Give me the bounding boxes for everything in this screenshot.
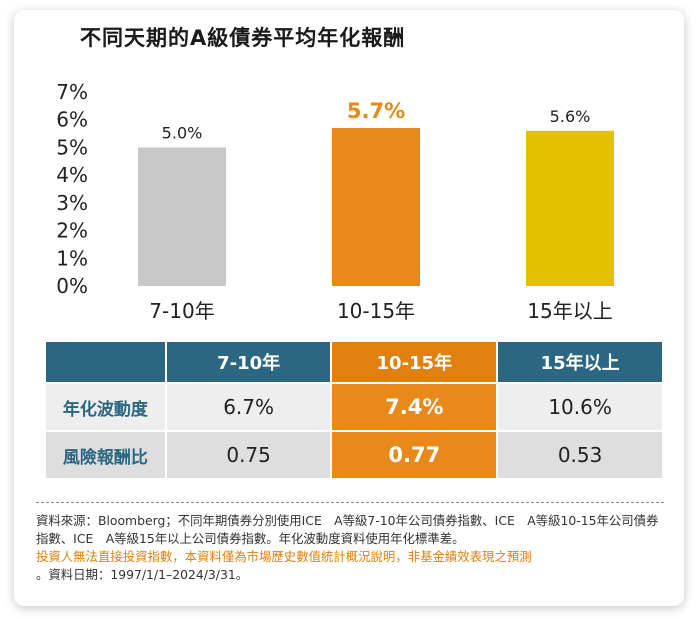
y-tick-label: 7% <box>56 80 88 104</box>
footnotes: 資料來源：Bloomberg；不同年期債券分別使用ICE A等級7-10年公司債… <box>36 512 668 584</box>
data-label: 5.6% <box>550 107 591 126</box>
y-tick-label: 6% <box>56 108 88 132</box>
cell-risk-return-10-15: 0.77 <box>332 430 499 478</box>
y-axis-ticks: 0% 1% 2% 3% 4% 5% 6% 7% <box>56 80 88 298</box>
bars <box>138 128 614 286</box>
y-tick-label: 3% <box>56 191 88 215</box>
table-header-15plus: 15年以上 <box>498 342 662 382</box>
bar-7-10年 <box>138 147 226 286</box>
date-note: 。資料日期：1997/1/1–2024/3/31。 <box>36 567 249 582</box>
y-tick-label: 4% <box>56 163 88 187</box>
bar-chart: 0% 1% 2% 3% 4% 5% 6% 7% 5.0% 5.7% 5.6% 7-10年 10-15… <box>56 80 614 323</box>
bar-10-15年 <box>332 128 420 286</box>
y-tick-label: 1% <box>56 246 88 270</box>
data-label: 5.0% <box>162 123 203 142</box>
x-category-label: 7-10年 <box>149 299 214 323</box>
row-label-risk-return: 風險報酬比 <box>46 430 167 478</box>
x-category-label: 15年以上 <box>527 299 612 323</box>
table-header-10-15: 10-15年 <box>332 342 499 382</box>
notes-divider <box>36 502 664 503</box>
cell-risk-return-15plus: 0.53 <box>498 430 662 478</box>
cell-risk-return-7-10: 0.75 <box>166 430 333 478</box>
table-row: 年化波動度 6.7% 7.4% 10.6% <box>46 382 662 430</box>
chart-card <box>14 10 684 606</box>
source-note: 資料來源：Bloomberg；不同年期債券分別使用ICE A等級7-10年公司債… <box>36 513 659 546</box>
data-labels: 5.0% 5.7% 5.6% <box>162 99 591 142</box>
table-row: 風險報酬比 0.75 0.77 0.53 <box>46 430 662 478</box>
bar-15年以上 <box>526 130 614 286</box>
y-tick-label: 0% <box>56 274 88 298</box>
cell-volatility-10-15: 7.4% <box>332 382 499 430</box>
table-header-7-10: 7-10年 <box>166 342 333 382</box>
y-tick-label: 5% <box>56 135 88 159</box>
data-label: 5.7% <box>347 99 405 123</box>
disclaimer-note: 投資人無法直接投資指數，本資料僅為市場歷史數值統計概況說明，非基金績效表現之預測 <box>36 549 532 564</box>
x-axis-categories: 7-10年 10-15年 15年以上 <box>149 299 612 323</box>
x-category-label: 10-15年 <box>337 299 415 323</box>
table-header-row: 7-10年 10-15年 15年以上 <box>46 342 662 382</box>
cell-volatility-15plus: 10.6% <box>498 382 662 430</box>
chart-title: 不同天期的A級債券平均年化報酬 <box>80 26 406 50</box>
stats-table: 7-10年 10-15年 15年以上 年化波動度 6.7% 7.4% 10.6%… <box>46 342 662 478</box>
y-tick-label: 2% <box>56 219 88 243</box>
table-corner-cell <box>46 342 167 382</box>
row-label-volatility: 年化波動度 <box>46 382 167 430</box>
cell-volatility-7-10: 6.7% <box>166 382 333 430</box>
